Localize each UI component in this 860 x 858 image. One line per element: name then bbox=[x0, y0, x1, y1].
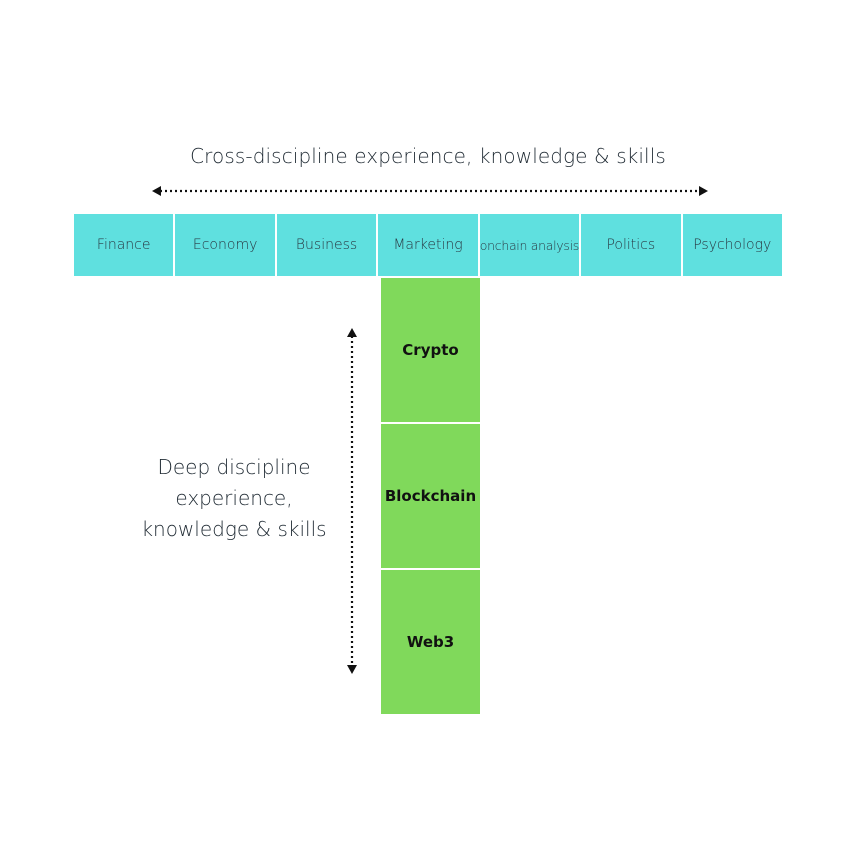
breadth-label: Finance bbox=[96, 237, 151, 253]
depth-label: Crypto bbox=[402, 341, 459, 359]
breadth-cell-politics: Politics bbox=[581, 214, 681, 276]
depth-cell-blockchain: Blockchain bbox=[381, 424, 480, 568]
breadth-cell-finance: Finance bbox=[74, 214, 174, 276]
breadth-label: Politics bbox=[606, 237, 656, 253]
deep-discipline-line-3: knowledge & skills bbox=[141, 517, 327, 541]
breadth-row: Finance Economy Business Marketing oncha… bbox=[74, 214, 782, 276]
horizontal-arrow-head-right bbox=[699, 186, 708, 196]
depth-label: Blockchain bbox=[384, 487, 477, 505]
cross-discipline-title: Cross-discipline experience, knowledge &… bbox=[190, 144, 666, 168]
depth-cell-web3: Web3 bbox=[381, 570, 480, 714]
horizontal-arrow-head-left bbox=[152, 186, 161, 196]
breadth-cell-business: Business bbox=[276, 214, 377, 276]
breadth-cell-economy: Economy bbox=[175, 214, 275, 276]
breadth-label: Psychology bbox=[693, 237, 772, 253]
deep-discipline-label: Deep discipline experience, knowledge & … bbox=[126, 452, 342, 545]
deep-discipline-line-2: experience, bbox=[175, 486, 293, 510]
breadth-label: Marketing bbox=[393, 237, 463, 253]
breadth-label: Business bbox=[295, 237, 358, 253]
vertical-double-arrow bbox=[347, 328, 357, 674]
breadth-cell-onchain-analysis: onchain analysis bbox=[479, 214, 580, 276]
breadth-label: Economy bbox=[192, 237, 258, 253]
depth-cell-crypto: Crypto bbox=[381, 278, 480, 422]
breadth-cell-psychology: Psychology bbox=[682, 214, 782, 276]
vertical-arrow-head-top bbox=[347, 328, 357, 337]
depth-column: Crypto Blockchain Web3 bbox=[381, 278, 480, 714]
vertical-arrow-head-bottom bbox=[347, 665, 357, 674]
breadth-label: onchain analysis bbox=[479, 237, 579, 253]
depth-label: Web3 bbox=[406, 633, 455, 651]
breadth-cell-marketing: Marketing bbox=[378, 214, 478, 276]
deep-discipline-line-1: Deep discipline bbox=[157, 455, 311, 479]
horizontal-double-arrow bbox=[152, 186, 708, 196]
